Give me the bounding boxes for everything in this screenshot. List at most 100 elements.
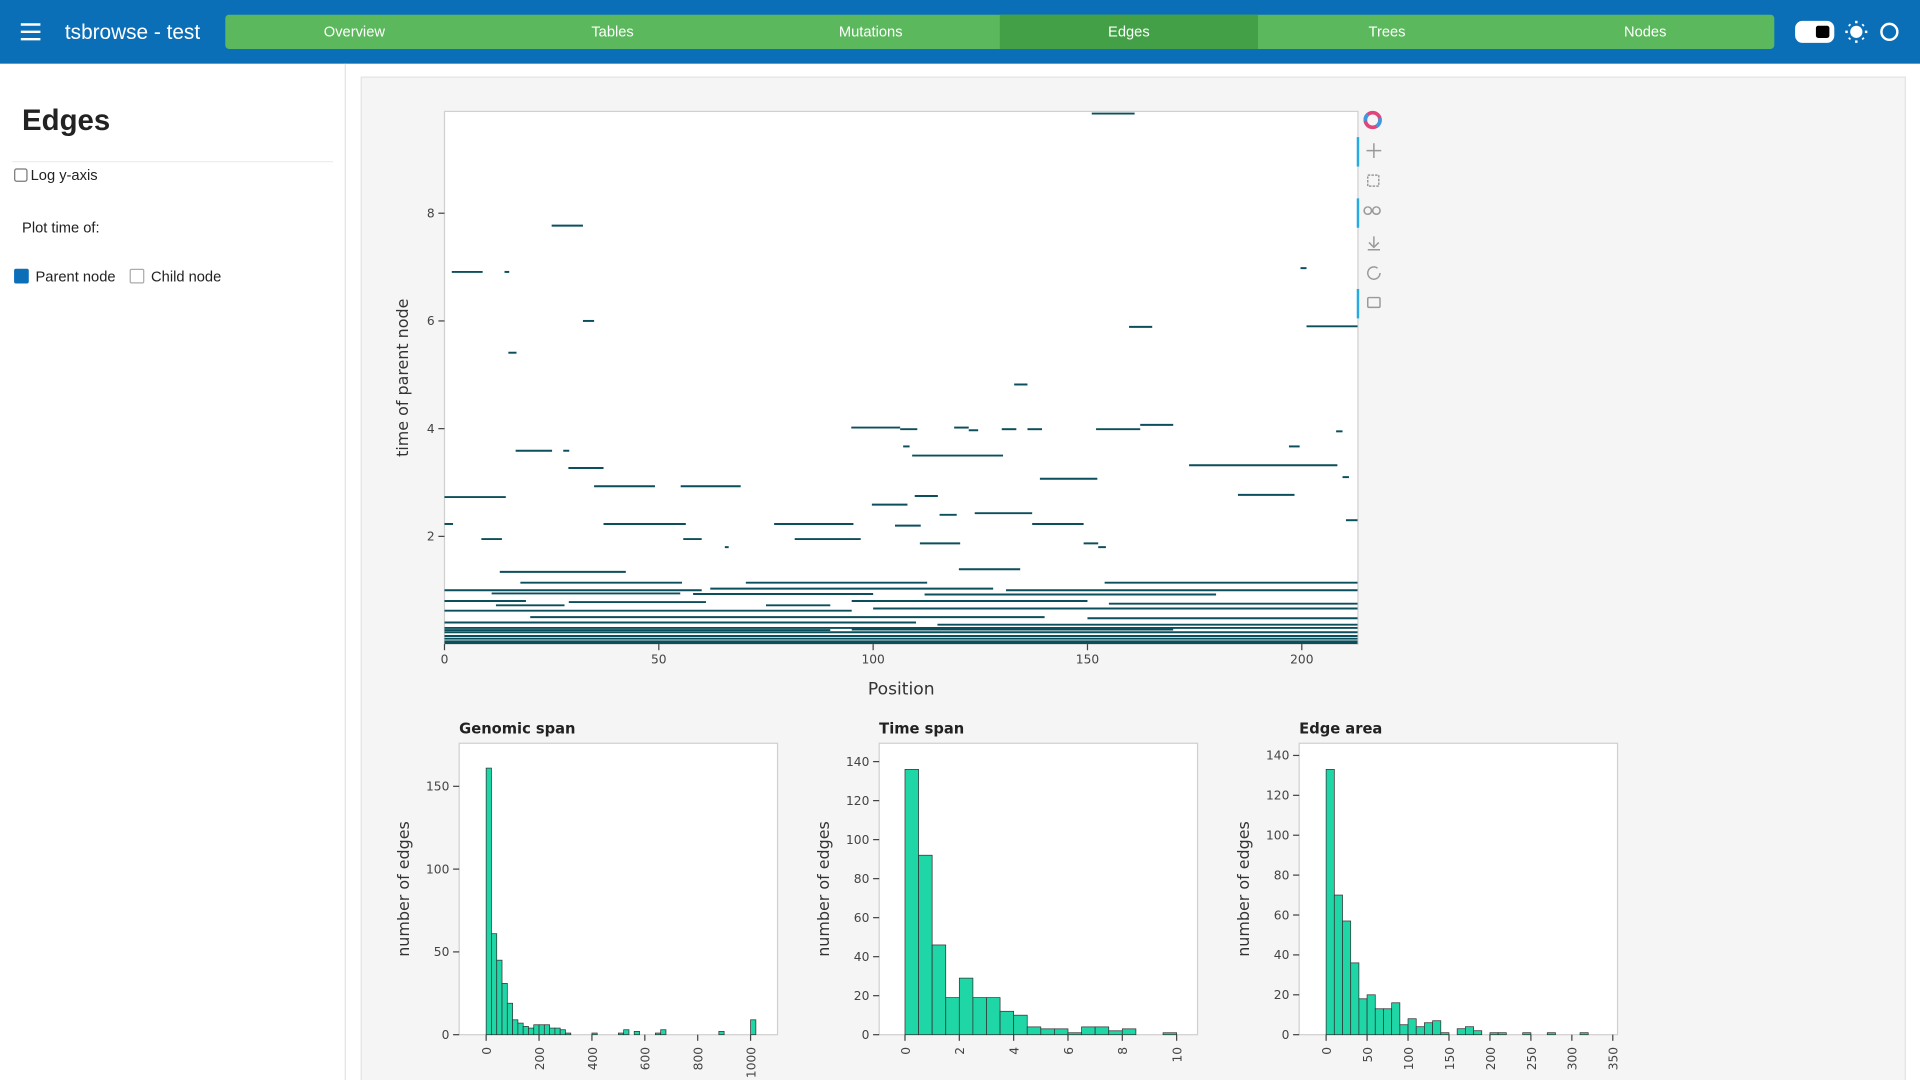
x-tick-label: 100 bbox=[861, 653, 884, 667]
histogram-bar bbox=[1473, 1030, 1483, 1036]
x-tick-label: 200 bbox=[1290, 653, 1313, 667]
y-tick-label: 0 bbox=[862, 1028, 870, 1042]
y-tick-label: 6 bbox=[427, 314, 435, 328]
y-tick-label: 20 bbox=[1274, 988, 1290, 1002]
histogram-bar bbox=[506, 1002, 513, 1036]
option-checkbox[interactable] bbox=[129, 268, 145, 284]
toolbar bbox=[1356, 110, 1382, 319]
histogram-bar bbox=[1366, 994, 1376, 1036]
tool-active bbox=[1356, 198, 1360, 228]
nav-tab[interactable]: Trees bbox=[1258, 15, 1516, 49]
nav-tab-label[interactable]: Mutations bbox=[839, 25, 903, 41]
nav-tab-label[interactable]: Edges bbox=[1108, 25, 1150, 41]
histogram-bar bbox=[660, 1029, 667, 1036]
y-tick-label: 60 bbox=[854, 911, 870, 925]
histogram-bar bbox=[623, 1029, 630, 1036]
histogram-bar bbox=[1094, 1026, 1110, 1036]
option-checkbox[interactable] bbox=[14, 268, 29, 284]
histogram-bar bbox=[1399, 1024, 1409, 1036]
x-tick-label: 10 bbox=[1171, 1047, 1185, 1063]
histogram-bar bbox=[1497, 1032, 1507, 1036]
x-tick-label: 350 bbox=[1607, 1047, 1621, 1070]
histogram-bar bbox=[618, 1032, 625, 1036]
histogram-bar bbox=[591, 1032, 598, 1036]
x-tick-label: 1000 bbox=[744, 1047, 758, 1078]
nav-tab[interactable]: Tables bbox=[483, 15, 741, 49]
x-tick-label: 300 bbox=[1566, 1047, 1580, 1070]
nav-tab[interactable]: Mutations bbox=[742, 15, 1000, 49]
x-tick-label: 800 bbox=[692, 1047, 706, 1070]
histogram-bar bbox=[972, 997, 987, 1036]
tool-active bbox=[1356, 137, 1360, 167]
x-tick-label: 2 bbox=[953, 1047, 967, 1055]
y-tick-label: 60 bbox=[1274, 908, 1290, 922]
hover-tool[interactable] bbox=[1367, 296, 1381, 309]
histogram-bar bbox=[1424, 1022, 1433, 1036]
x-tick-label: 200 bbox=[1484, 1047, 1498, 1070]
sun-icon[interactable] bbox=[1845, 20, 1868, 43]
y-tick-label: 2 bbox=[427, 530, 435, 544]
x-tick-label: 400 bbox=[586, 1047, 600, 1070]
histogram-bar bbox=[496, 959, 503, 1036]
status-icon bbox=[1880, 22, 1899, 42]
nav-tab[interactable]: Nodes bbox=[1516, 15, 1774, 49]
histogram-bar bbox=[1333, 894, 1343, 1036]
x-tick-label: 250 bbox=[1525, 1047, 1539, 1070]
y-tick-label: 0 bbox=[1282, 1028, 1290, 1042]
histogram-bar bbox=[1440, 1032, 1450, 1036]
y-tick-label: 80 bbox=[854, 872, 870, 886]
y-tick-label: 40 bbox=[854, 950, 870, 964]
histogram-bar bbox=[549, 1027, 556, 1036]
nav-tab-label[interactable]: Overview bbox=[324, 25, 386, 41]
x-tick-label: 8 bbox=[1116, 1047, 1130, 1055]
pan-tool[interactable] bbox=[1366, 143, 1382, 158]
x-tick-label: 50 bbox=[1361, 1047, 1375, 1063]
histogram-bar bbox=[517, 1022, 524, 1036]
bokeh-logo-part bbox=[1363, 110, 1382, 130]
box-zoom-tool[interactable] bbox=[1367, 174, 1380, 187]
reset-tool[interactable] bbox=[1367, 266, 1381, 280]
time-options: Parent node Child node bbox=[14, 268, 221, 286]
x-tick-label: 0 bbox=[480, 1047, 494, 1055]
x-tick-label: 600 bbox=[639, 1047, 653, 1070]
nav-tab-label[interactable]: Tables bbox=[591, 25, 633, 41]
y-axis-label: number of edges bbox=[814, 821, 833, 957]
histogram-bar bbox=[750, 1019, 757, 1036]
histogram-bar bbox=[554, 1027, 561, 1036]
y-axis-label: number of edges bbox=[394, 821, 413, 957]
nav-tab[interactable]: Overview bbox=[225, 15, 483, 49]
y-axis-label: number of edges bbox=[1234, 821, 1253, 957]
log-label[interactable]: Log y-axis bbox=[31, 168, 98, 184]
wheel-zoom-tool[interactable] bbox=[1363, 206, 1381, 215]
option-label[interactable]: Child node bbox=[151, 270, 221, 286]
chart-title: Edge area bbox=[1299, 720, 1382, 737]
nav-tab-label[interactable]: Trees bbox=[1369, 25, 1406, 41]
histogram-bar bbox=[1081, 1026, 1096, 1036]
histogram-bar bbox=[1342, 920, 1352, 1036]
log-checkbox[interactable] bbox=[14, 168, 28, 182]
y-tick-label: 80 bbox=[1274, 868, 1290, 882]
option-label[interactable]: Parent node bbox=[36, 270, 116, 286]
nav-tab[interactable]: Edges bbox=[999, 14, 1258, 49]
toggle-knob bbox=[1815, 25, 1830, 38]
chart: 0 50 100 150 200 250 300 350 0 20 40 60 80 100 120 140 E… bbox=[1234, 720, 1621, 1070]
histogram-bar bbox=[485, 767, 492, 1036]
x-tick-label: 150 bbox=[1443, 1047, 1457, 1070]
chart: 0 50 100 150 200 2 4 6 8 Position time of parent n… bbox=[393, 110, 1359, 699]
menu-icon[interactable] bbox=[20, 23, 41, 41]
histogram-bar bbox=[1013, 1014, 1028, 1036]
nav: Overview Tables Mutations Edges Trees Nodes bbox=[225, 14, 1774, 49]
histogram-bar bbox=[1054, 1028, 1069, 1036]
histogram-bar bbox=[904, 769, 919, 1036]
histogram-bar bbox=[533, 1024, 540, 1036]
histogram-bar bbox=[1358, 998, 1368, 1036]
x-tick-label: 0 bbox=[899, 1047, 913, 1055]
histogram-bar bbox=[522, 1026, 529, 1036]
nav-tab-label[interactable]: Nodes bbox=[1624, 25, 1666, 41]
y-tick-label: 120 bbox=[846, 794, 869, 808]
histogram-bar bbox=[1026, 1026, 1042, 1036]
save-tool[interactable] bbox=[1367, 236, 1380, 251]
